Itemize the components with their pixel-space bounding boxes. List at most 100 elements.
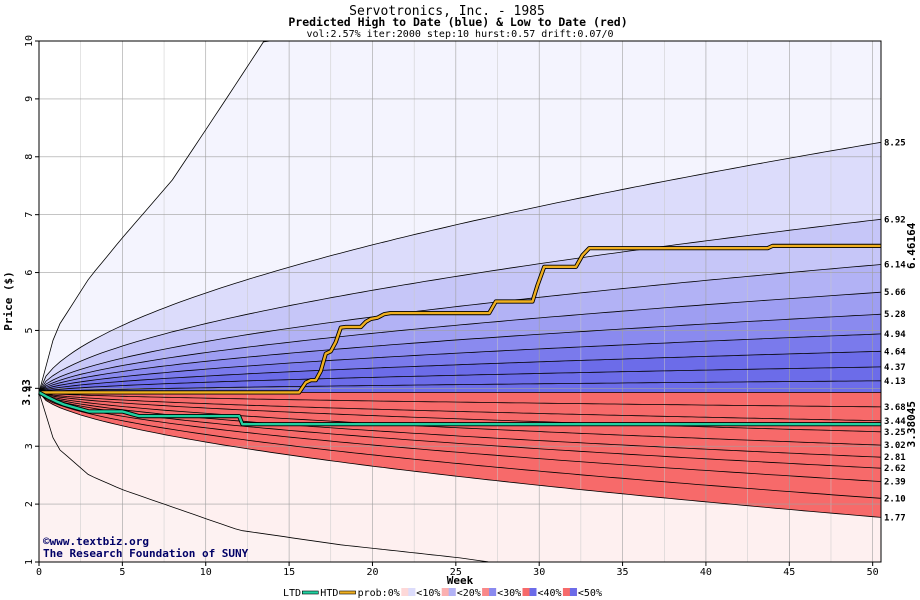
legend-swatch-high-5 xyxy=(489,588,497,596)
chart-subtitle: Predicted High to Date (blue) & Low to D… xyxy=(288,15,627,29)
y-tick-label: 3 xyxy=(24,443,35,449)
band-end-label: 2.39 xyxy=(884,478,906,488)
legend-prob-4: <20% xyxy=(457,588,481,599)
low-boundary-1 xyxy=(38,392,882,408)
high-band-6 xyxy=(39,333,881,393)
y-tick-label: 6 xyxy=(24,270,35,276)
band-end-label: 3.02 xyxy=(884,441,906,451)
y-tick-label: 10 xyxy=(24,35,35,47)
y-axis-label: Price ($) xyxy=(2,271,15,331)
high-boundary-8 xyxy=(38,366,882,393)
high-boundary-1 xyxy=(38,141,882,393)
high-boundary-2 xyxy=(38,218,882,393)
low-boundary-3 xyxy=(38,392,882,433)
band-end-label: 1.77 xyxy=(884,513,906,523)
legend-ltd-swatch xyxy=(301,590,319,595)
band-end-label: 3.25 xyxy=(884,428,906,438)
band-end-labels: 8.25 6.92 6.14 5.66 5.28 4.94 4.64 4.37 4.13 3.68… xyxy=(884,138,906,523)
htd-line xyxy=(39,244,881,394)
legend-prob-0: prob:0% xyxy=(358,588,400,599)
x-tick-label: 25 xyxy=(450,567,462,578)
y-tick-label: 5 xyxy=(24,327,35,333)
high-boundary-5 xyxy=(38,313,882,393)
current-low-label: 3.38045 xyxy=(905,401,918,447)
outside-low xyxy=(39,392,881,562)
band-end-label: 4.94 xyxy=(884,330,906,340)
low-boundary-8 xyxy=(38,392,882,499)
x-tick-label: 30 xyxy=(533,567,545,578)
band-end-label: 8.25 xyxy=(884,138,906,148)
credit-line-1: ©www.textbiz.org xyxy=(43,535,149,548)
y-tick-label: 4 xyxy=(24,385,35,391)
band-end-label: 5.28 xyxy=(884,310,906,320)
legend: LTD HTD prob:0% <10% <20% <30% <40% <50% xyxy=(283,588,602,599)
high-boundary-6 xyxy=(38,333,882,393)
legend-swatch-high-4 xyxy=(448,588,456,596)
current-high-label: 6.46164 xyxy=(905,222,918,269)
band-end-label: 3.68 xyxy=(884,403,906,413)
chart-title: Servotronics, Inc. - 1985 xyxy=(349,4,545,19)
high-band-3 xyxy=(39,264,881,393)
band-end-label: 6.14 xyxy=(884,260,906,270)
high-band-0 xyxy=(39,41,881,393)
high-band-1 xyxy=(39,142,881,393)
x-tick-label: 40 xyxy=(700,567,712,578)
x-tick-label: 10 xyxy=(200,567,212,578)
credit-line-2: The Research Foundation of SUNY xyxy=(43,547,249,560)
band-end-label: 2.10 xyxy=(884,494,906,504)
band-end-label: 4.13 xyxy=(884,377,906,387)
band-end-label: 4.64 xyxy=(884,347,906,357)
plot-frame xyxy=(38,40,882,563)
low-boundary-9 xyxy=(38,392,882,518)
band-end-label: 4.37 xyxy=(884,363,906,373)
simulation-params: vol:2.57% iter:2000 step:10 hurst:0.57 d… xyxy=(306,29,613,40)
x-tick-label: 0 xyxy=(36,567,42,578)
start-price-label: 3.93 xyxy=(20,379,33,406)
x-tick-label: 50 xyxy=(867,567,879,578)
x-tick-label: 45 xyxy=(783,567,795,578)
legend-prob-7: <50% xyxy=(578,588,602,599)
legend-swatch-high-6 xyxy=(529,588,537,596)
legend-ltd-label: LTD xyxy=(283,588,301,599)
y-tick-label: 8 xyxy=(24,154,35,160)
band-end-label: 2.62 xyxy=(884,464,906,474)
band-end-label: 2.81 xyxy=(884,453,906,463)
y-tick-label: 1 xyxy=(24,559,35,565)
high-boundary-3 xyxy=(38,264,882,393)
low-boundary-7 xyxy=(38,392,882,482)
x-tick-label: 35 xyxy=(617,567,629,578)
low-boundary-2 xyxy=(38,392,882,422)
high-boundary-4 xyxy=(38,291,882,393)
band-end-label: 5.66 xyxy=(884,288,906,298)
band-end-label: 6.92 xyxy=(884,215,906,225)
high-band-9 xyxy=(39,380,881,393)
probability-bands xyxy=(39,41,881,562)
y-tick-label: 9 xyxy=(24,96,35,102)
high-band-5 xyxy=(39,314,881,393)
high-band-4 xyxy=(39,292,881,393)
high-band-8 xyxy=(39,366,881,393)
x-axis-label: Week xyxy=(447,574,474,587)
high-boundary-7 xyxy=(38,350,882,393)
x-tick-label: 20 xyxy=(366,567,378,578)
low-boundary-4 xyxy=(38,392,882,446)
legend-prob-3: <10% xyxy=(416,588,440,599)
ltd-line xyxy=(38,391,881,426)
legend-htd-label: HTD xyxy=(320,588,338,599)
y-tick-label: 2 xyxy=(24,501,35,507)
outside-high xyxy=(39,41,881,393)
legend-prob-6: <40% xyxy=(538,588,562,599)
legend-htd-swatch xyxy=(339,590,356,595)
band-end-label: 3.44 xyxy=(884,417,906,427)
x-tick-label: 5 xyxy=(119,567,125,578)
legend-swatch-high-7 xyxy=(569,588,577,596)
y-tick-label: 7 xyxy=(24,212,35,218)
high-boundary-9 xyxy=(38,380,882,393)
legend-prob-5: <30% xyxy=(497,588,521,599)
x-tick-label: 15 xyxy=(283,567,295,578)
low-boundary-6 xyxy=(38,392,882,469)
series-lines xyxy=(37,243,881,427)
high-band-7 xyxy=(39,351,881,393)
